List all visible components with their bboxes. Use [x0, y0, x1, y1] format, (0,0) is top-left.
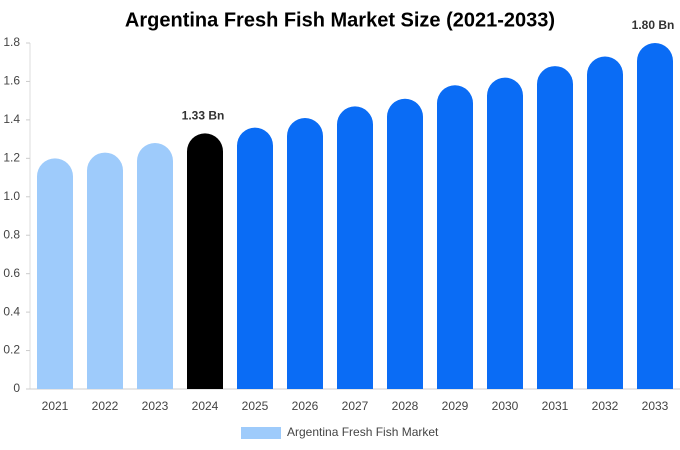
value-label: 1.33 Bn [182, 109, 225, 123]
x-tick-label: 2033 [642, 399, 669, 413]
x-tick-label: 2026 [292, 399, 319, 413]
x-tick-label: 2021 [42, 399, 69, 413]
bar [187, 133, 223, 389]
bar [237, 127, 273, 390]
bar [437, 85, 473, 390]
bar [137, 142, 173, 389]
legend-label: Argentina Fresh Fish Market [287, 425, 439, 439]
bar [287, 117, 323, 389]
x-tick-label: 2031 [542, 399, 569, 413]
x-tick-label: 2023 [142, 399, 169, 413]
y-tick-label: 0 [13, 381, 20, 395]
x-tick-label: 2032 [592, 399, 619, 413]
bar [587, 56, 623, 389]
bar [87, 152, 123, 389]
x-tick-label: 2029 [442, 399, 469, 413]
bar [37, 158, 73, 389]
y-tick-label: 1.8 [3, 35, 20, 49]
y-tick-label: 1.6 [3, 74, 20, 88]
y-tick-label: 0.6 [3, 266, 20, 280]
chart-title: Argentina Fresh Fish Market Size (2021-2… [125, 9, 555, 31]
y-tick-label: 1.4 [3, 112, 20, 126]
bar [337, 106, 373, 389]
y-tick-label: 0.4 [3, 304, 20, 318]
y-tick-label: 1.2 [3, 151, 20, 165]
x-tick-label: 2027 [342, 399, 369, 413]
x-tick-label: 2022 [92, 399, 119, 413]
x-tick-label: 2030 [492, 399, 519, 413]
y-tick-label: 0.2 [3, 343, 20, 357]
bar [487, 77, 523, 389]
bar [637, 43, 673, 389]
value-label: 1.80 Bn [632, 18, 675, 32]
x-tick-label: 2028 [392, 399, 419, 413]
bar [387, 98, 423, 389]
legend-swatch [241, 427, 281, 439]
x-tick-label: 2024 [192, 399, 219, 413]
y-tick-label: 0.8 [3, 227, 20, 241]
y-tick-label: 1.0 [3, 189, 20, 203]
x-tick-label: 2025 [242, 399, 269, 413]
bar [537, 66, 573, 389]
